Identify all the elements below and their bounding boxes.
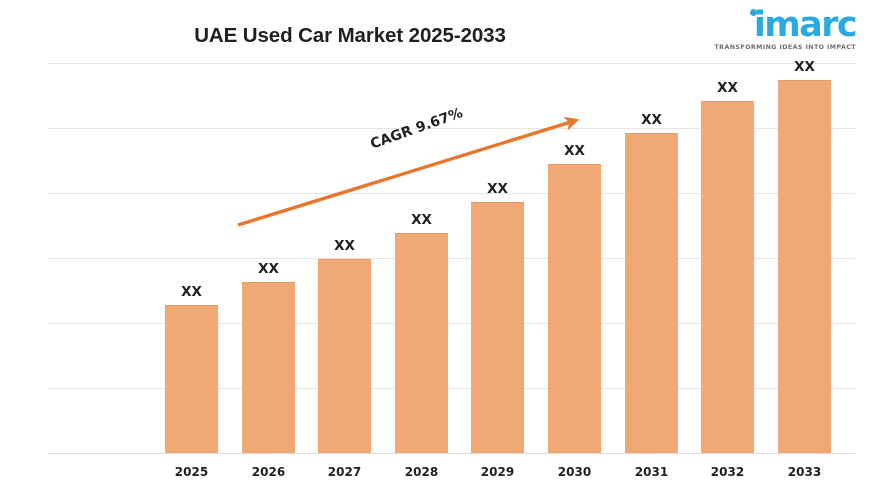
bar-2027[interactable] — [318, 259, 371, 453]
bar-value-label: XX — [181, 284, 202, 300]
x-tick-2033: 2033 — [787, 465, 822, 479]
logo-dot-icon — [750, 9, 757, 16]
bar-value-label: XX — [564, 143, 585, 159]
bar-2031[interactable] — [625, 133, 678, 453]
x-tick-2032: 2032 — [710, 465, 745, 479]
x-tick-2030: 2030 — [557, 465, 592, 479]
x-tick-2031: 2031 — [634, 465, 669, 479]
imarc-logo: imarc TRANSFORMING IDEAS INTO IMPACT — [714, 5, 858, 54]
gridline — [48, 323, 855, 324]
bar-2030[interactable] — [548, 164, 601, 453]
bar-2026[interactable] — [242, 282, 295, 453]
page-title: UAE Used Car Market 2025-2033 — [194, 24, 506, 47]
x-tick-2025: 2025 — [174, 465, 209, 479]
bar-value-label: XX — [641, 112, 662, 128]
gridline — [48, 388, 855, 389]
bar-2029[interactable] — [471, 202, 524, 453]
bar-2028[interactable] — [395, 233, 448, 453]
bar-value-label: XX — [794, 59, 815, 75]
gridline — [48, 63, 855, 64]
bar-value-label: XX — [334, 238, 355, 254]
bar-2032[interactable] — [701, 101, 754, 453]
x-tick-2029: 2029 — [480, 465, 515, 479]
x-tick-2027: 2027 — [327, 465, 362, 479]
x-tick-2028: 2028 — [404, 465, 439, 479]
bar-2033[interactable] — [778, 80, 831, 453]
bar-value-label: XX — [487, 181, 508, 197]
gridline — [48, 258, 855, 259]
bar-2025[interactable] — [165, 305, 218, 453]
x-tick-2026: 2026 — [251, 465, 286, 479]
logo-tagline: TRANSFORMING IDEAS INTO IMPACT — [714, 44, 856, 51]
bar-value-label: XX — [411, 212, 432, 228]
logo-wordmark: imarc — [753, 5, 858, 45]
bar-value-label: XX — [717, 80, 738, 96]
chart-header: UAE Used Car Market 2025-2033 imarc TRAN… — [0, 0, 870, 60]
bar-value-label: XX — [258, 261, 279, 277]
gridline — [48, 453, 855, 454]
